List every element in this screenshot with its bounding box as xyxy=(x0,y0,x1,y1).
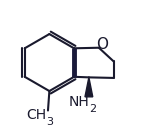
Text: 2: 2 xyxy=(89,104,97,114)
Text: O: O xyxy=(96,37,108,52)
Text: CH: CH xyxy=(26,108,47,122)
Text: NH: NH xyxy=(69,95,89,109)
Text: 3: 3 xyxy=(47,117,54,127)
Polygon shape xyxy=(85,77,93,97)
